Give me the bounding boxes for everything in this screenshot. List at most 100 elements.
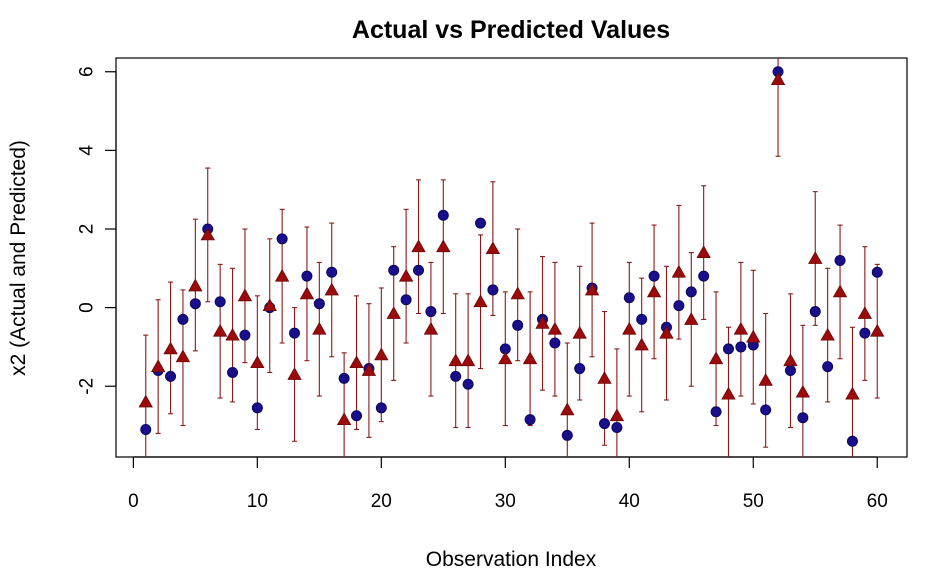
actual-point	[549, 337, 561, 349]
predicted-point	[188, 278, 203, 292]
predicted-point	[374, 347, 389, 361]
actual-point	[561, 429, 573, 441]
actual-point	[388, 264, 400, 276]
y-tick-label: -2	[77, 378, 98, 395]
predicted-point	[349, 355, 364, 369]
predicted-point	[262, 298, 277, 312]
actual-point	[276, 233, 288, 245]
predicted-point	[237, 288, 253, 302]
actual-point	[301, 270, 313, 282]
plot-frame	[115, 57, 908, 458]
x-tick-label: 10	[247, 491, 268, 512]
predicted-point	[820, 327, 835, 341]
actual-point	[871, 266, 883, 278]
predicted-point	[411, 239, 426, 253]
predicted-point	[163, 341, 178, 355]
predicted-point	[299, 286, 315, 300]
predicted-point	[857, 306, 873, 319]
actual-point	[822, 361, 834, 373]
predicted-point	[200, 227, 215, 241]
x-axis-label: Observation Index	[426, 548, 597, 571]
actual-point	[722, 343, 734, 355]
predicted-point	[684, 312, 699, 325]
actual-point	[784, 365, 796, 377]
actual-point	[512, 319, 524, 331]
x-tick-label: 30	[495, 491, 516, 512]
actual-point	[574, 363, 586, 375]
y-tick-label: 2	[77, 224, 98, 235]
actual-point	[636, 313, 648, 325]
predicted-point	[845, 386, 860, 400]
predicted-point	[733, 321, 749, 335]
predicted-point	[324, 282, 339, 296]
predicted-point	[770, 72, 786, 86]
y-tick-label: 4	[77, 145, 98, 156]
actual-point	[289, 327, 301, 339]
predicted-point	[398, 268, 414, 282]
y-tick-label: 0	[77, 302, 98, 313]
predicted-point	[646, 284, 662, 298]
predicted-point	[870, 323, 885, 337]
actual-point	[462, 378, 474, 390]
x-axis: 0 10 20 30 40 50 60	[128, 456, 888, 512]
actual-point	[165, 370, 177, 382]
predicted-point	[808, 251, 823, 264]
predicted-point	[485, 241, 501, 255]
predicted-point	[436, 239, 451, 253]
actual-point	[450, 370, 462, 382]
actual-point	[673, 300, 685, 312]
predicted-point	[423, 321, 439, 335]
actual-point	[413, 264, 425, 276]
predicted-point	[832, 284, 848, 298]
actual-point	[685, 286, 697, 298]
actual-point	[598, 418, 610, 430]
plot-marks	[138, 58, 885, 457]
actual-point	[834, 254, 846, 266]
actual-point	[227, 366, 239, 378]
y-axis-label: x2 (Actual and Predicted)	[7, 140, 30, 376]
x-tick-label: 40	[619, 491, 640, 512]
predicted-point	[634, 337, 649, 351]
predicted-point	[758, 373, 773, 386]
predicted-point	[622, 321, 637, 335]
predicted-point	[460, 353, 476, 367]
actual-point	[846, 435, 858, 447]
predicted-point	[250, 355, 265, 369]
x-tick-label: 50	[743, 491, 764, 512]
actual-point	[338, 372, 350, 384]
predicted-point	[312, 321, 327, 335]
predicted-point	[696, 245, 711, 258]
actual-point	[251, 402, 263, 414]
actual-point	[326, 266, 338, 278]
actual-point	[809, 306, 821, 318]
predicted-point	[287, 367, 302, 380]
predicted-point	[795, 384, 811, 398]
y-tick-label: 6	[77, 66, 98, 77]
predicted-point	[560, 402, 575, 416]
predicted-point	[572, 325, 587, 339]
predicted-point	[274, 268, 290, 282]
predicted-point	[597, 371, 612, 384]
actual-point	[623, 292, 635, 304]
actual-point	[611, 422, 623, 434]
predicted-point	[708, 351, 724, 365]
actual-point	[475, 217, 487, 229]
actual-point	[437, 209, 449, 221]
actual-point	[351, 410, 363, 422]
actual-point	[313, 298, 325, 310]
predicted-point	[361, 363, 377, 376]
actual-point	[400, 294, 412, 306]
predicted-point	[584, 282, 600, 296]
actual-point	[487, 284, 499, 296]
actual-point	[189, 298, 201, 310]
actual-point	[648, 270, 660, 282]
predicted-point	[522, 351, 538, 365]
actual-point	[760, 404, 772, 416]
predicted-point	[721, 386, 736, 400]
predicted-point	[783, 353, 798, 367]
predicted-point	[609, 408, 625, 422]
actual-point	[140, 423, 152, 435]
predicted-point	[671, 264, 687, 278]
actual-point	[710, 406, 722, 418]
